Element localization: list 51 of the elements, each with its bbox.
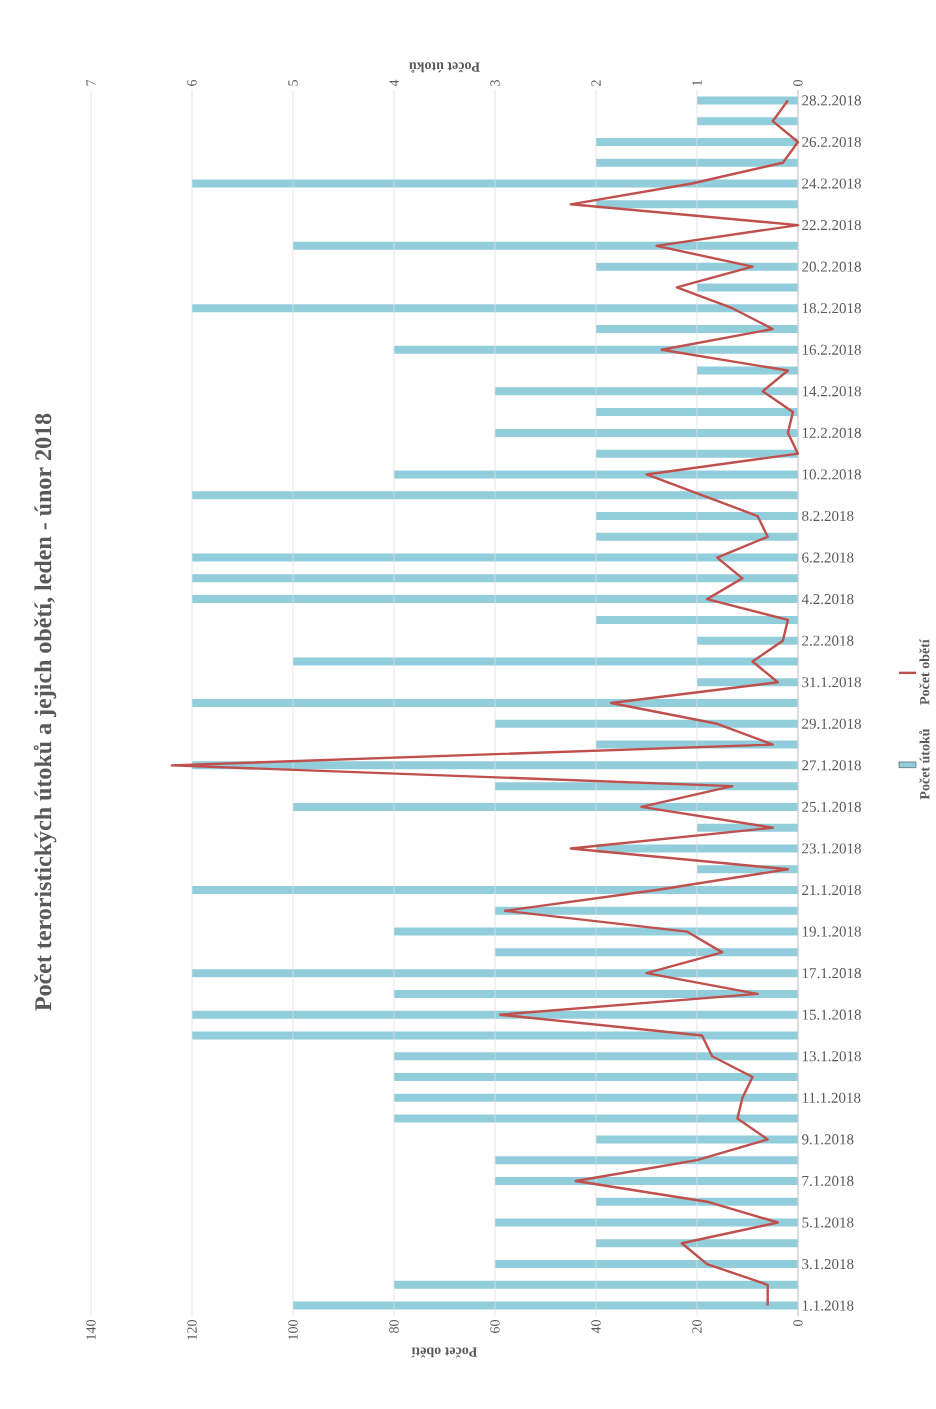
x-tick-label: 80 (389, 1320, 399, 1334)
x2-tick-label: 3 (490, 80, 500, 86)
x2-tick-label: 1 (692, 80, 702, 86)
legend-label: Počet obětí (919, 639, 930, 705)
x2-tick-label: 5 (288, 80, 298, 86)
y-tick-label: 25.1.2018 (802, 801, 861, 813)
y-tick-label: 21.1.2018 (802, 884, 861, 896)
y-tick-label: 22.2.2018 (802, 220, 861, 231)
x2-tick-label: 7 (86, 79, 96, 86)
x-tick-label: 0 (793, 1320, 803, 1327)
y-tick-label: 16.2.2018 (802, 344, 861, 355)
y-tick-label: 10.2.2018 (802, 469, 861, 480)
x-tick-label: 100 (288, 1320, 298, 1340)
x-tick-label: 40 (591, 1320, 601, 1334)
x-tick-label: 140 (86, 1320, 96, 1340)
y-tick-label: 9.1.2018 (802, 1134, 854, 1145)
y-tick-label: 17.1.2018 (802, 968, 861, 979)
y-tick-label: 28.2.2018 (802, 95, 861, 106)
y-tick-label: 12.2.2018 (802, 427, 861, 438)
y-tick-label: 15.1.2018 (802, 1009, 861, 1020)
y-tick-label: 11.1.2018 (802, 1092, 861, 1103)
text: Počet teroristických útoků a jejich obětí, leden - únor 2018 (33, 413, 57, 1011)
y-tick-label: 18.2.2018 (802, 303, 861, 314)
y-tick-label: 19.1.2018 (802, 926, 861, 937)
y-tick-label: 14.2.2018 (802, 386, 861, 397)
legend-label: Počet útoků (919, 728, 930, 800)
y-tick-label: 4.2.2018 (801, 594, 854, 605)
x-axis-title: Počet obětí (411, 1347, 478, 1358)
y-tick-label: 1.1.2018 (802, 1300, 854, 1311)
y-tick-label: 20.2.2018 (802, 261, 861, 272)
y-tick-label: 27.1.2018 (802, 760, 861, 771)
x2-axis-title: Počet útoků (409, 62, 480, 73)
x-tick-label: 120 (187, 1320, 197, 1340)
y-tick-label: 24.2.2018 (802, 178, 861, 189)
x2-tick-label: 0 (793, 80, 803, 86)
y-tick-label: 7.1.2018 (802, 1175, 854, 1187)
y-tick-label: 13.1.2018 (802, 1051, 861, 1062)
y-tick-label: 2.2.2018 (802, 635, 854, 646)
y-tick-label: 3.1.2018 (802, 1258, 854, 1270)
x2-tick-label: 6 (187, 79, 197, 86)
y-tick-label: 31.1.2018 (802, 677, 861, 688)
y-tick-label: 26.2.2018 (802, 136, 861, 148)
x-tick-label: 20 (692, 1320, 702, 1333)
y-tick-label: 23.1.2018 (802, 843, 861, 854)
x2-tick-label: 4 (389, 79, 399, 87)
y-tick-label: 5.1.2018 (802, 1217, 854, 1228)
y-tick-label: 29.1.2018 (802, 718, 861, 729)
y-tick-label: 8.2.2018 (802, 510, 854, 522)
x-tick-label: 60 (490, 1320, 500, 1333)
y-tick-label: 6.2.2018 (802, 552, 854, 563)
x2-tick-label: 2 (591, 80, 601, 86)
